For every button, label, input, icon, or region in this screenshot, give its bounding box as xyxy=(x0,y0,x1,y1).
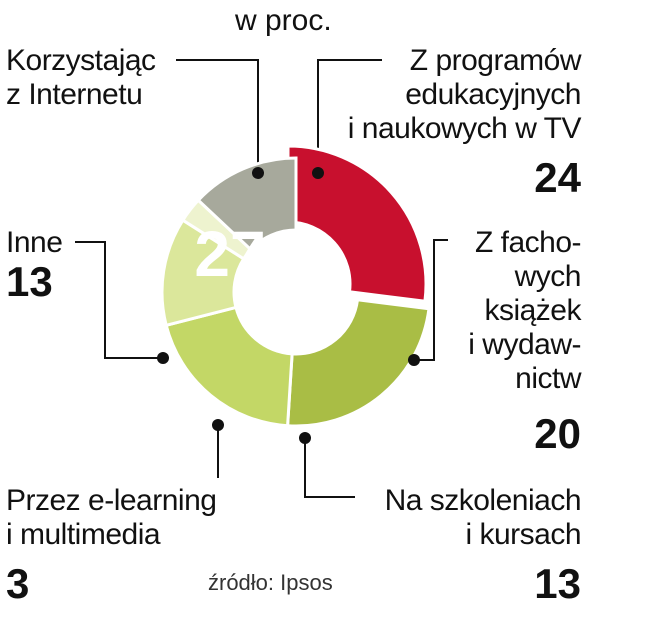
slice-value-internet: 27 xyxy=(194,218,265,290)
slice-tv xyxy=(285,298,431,428)
pie-slices xyxy=(160,144,431,428)
value-books: 20 xyxy=(534,410,581,457)
source-note: źródło: Ipsos xyxy=(208,570,333,595)
slice-internet xyxy=(286,144,428,303)
label-internet: Korzystając z Internetu xyxy=(6,44,156,111)
value-other: 13 xyxy=(6,258,53,305)
slice-books xyxy=(164,305,294,428)
label-other: Inne xyxy=(6,226,63,259)
value-tv: 24 xyxy=(534,154,581,201)
label-books: Z facho- wych książek i wydaw- nictw xyxy=(468,226,581,395)
leader-dots xyxy=(157,167,420,444)
value-courses: 13 xyxy=(534,560,581,607)
leader-lines xyxy=(75,59,448,498)
label-elearning: Przez e-learning i multimedia xyxy=(6,484,217,551)
label-courses: Na szkoleniach i kursach xyxy=(384,484,582,551)
label-tv: Z programów edukacyjnych i naukowych w T… xyxy=(347,44,582,145)
value-elearning: 3 xyxy=(6,560,30,607)
slice-other xyxy=(196,156,298,252)
unit-label: w proc. xyxy=(235,4,332,37)
